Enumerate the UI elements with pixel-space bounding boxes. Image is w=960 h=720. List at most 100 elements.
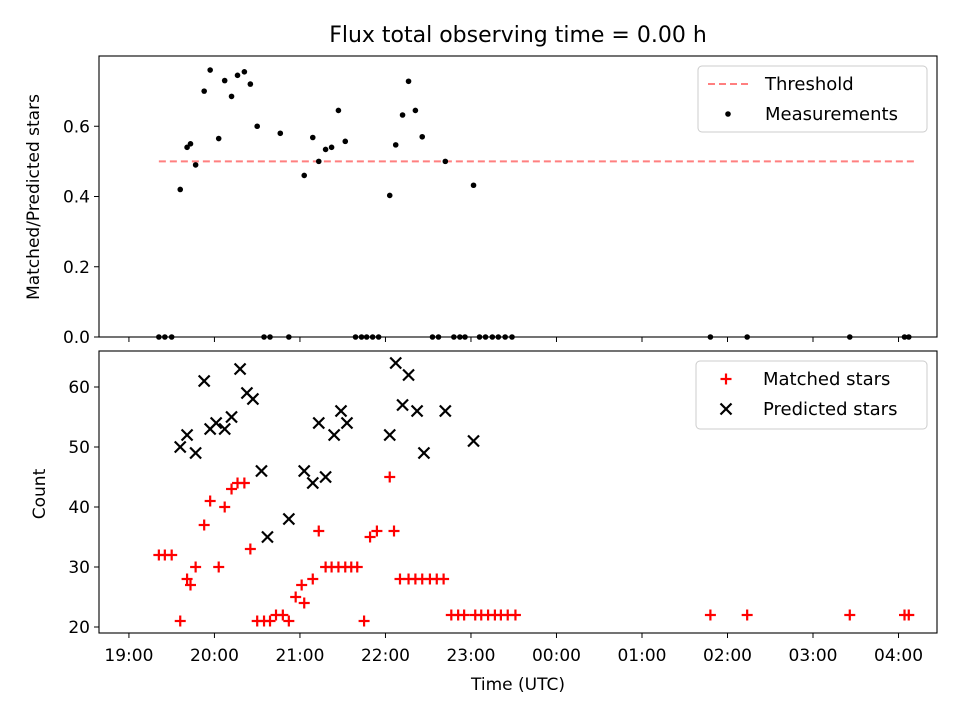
predicted-star-marker	[410, 404, 424, 418]
predicted-star-marker-b	[389, 356, 402, 370]
predicted-star-marker-b	[297, 464, 311, 478]
top-y-ticks: 0.0 0.2 0.4 0.6	[63, 117, 99, 348]
matched-star-marker	[290, 591, 302, 603]
matched-star-marker	[296, 579, 308, 591]
measurement-point	[322, 146, 329, 153]
bottom-panel: 20 30 40 50 60 19:00 20:00 21:00 22:00 23:00 00:0…	[30, 350, 938, 695]
predicted-star-marker	[312, 416, 326, 430]
bottom-x-tick-label: 23:00	[446, 646, 495, 666]
matched-points	[153, 471, 915, 627]
matched-star-marker	[844, 609, 856, 621]
matched-star-marker	[238, 477, 250, 489]
top-legend: Threshold Measurements	[697, 65, 928, 133]
matched-star-marker	[438, 573, 450, 585]
measurement-point	[328, 144, 335, 151]
matched-star-marker	[181, 573, 193, 585]
predicted-star-marker	[383, 428, 397, 442]
measurement-point	[399, 112, 406, 118]
predicted-star-marker	[218, 422, 231, 436]
measurement-point	[187, 141, 194, 147]
predicted-star-marker	[389, 356, 402, 370]
matched-star-marker	[213, 561, 225, 573]
predicted-star-marker-b	[180, 428, 194, 442]
predicted-star-marker-b	[255, 464, 268, 478]
matched-star-marker	[313, 525, 325, 537]
measurement-point	[201, 88, 207, 94]
chart-title: Flux total observing time = 0.00 h	[329, 23, 707, 48]
predicted-star-marker	[402, 368, 415, 382]
predicted-star-marker-b	[327, 428, 341, 442]
measurement-point	[335, 107, 342, 114]
matched-star-marker	[244, 543, 256, 555]
matched-legend-swatch	[720, 373, 732, 385]
matched-legend-label: Matched stars	[763, 369, 890, 390]
predicted-star-marker-b	[340, 416, 354, 430]
predicted-star-marker-b	[240, 386, 254, 400]
matched-star-marker	[198, 519, 210, 531]
matched-star-marker	[509, 609, 521, 621]
bottom-y-tick-label: 20	[68, 618, 90, 638]
matched-star-marker	[741, 609, 753, 621]
matched-star-marker	[903, 609, 915, 621]
predicted-star-marker-b	[225, 410, 238, 424]
predicted-star-marker	[396, 398, 409, 412]
predicted-legend-swatch	[719, 402, 733, 416]
measurements-legend-swatch	[725, 111, 731, 117]
top-y-tick-label: 0.0	[63, 328, 90, 348]
measurement-point	[392, 142, 399, 148]
predicted-star-marker-b	[173, 440, 187, 454]
matched-star-marker	[166, 549, 178, 561]
predicted-legend-marker-b	[719, 402, 733, 416]
matched-star-marker	[190, 561, 202, 573]
matched-star-marker	[307, 573, 319, 585]
predicted-star-marker-b	[383, 428, 397, 442]
predicted-star-marker-b	[189, 446, 202, 460]
predicted-star-marker	[334, 404, 348, 418]
predicted-legend-label: Predicted stars	[763, 399, 897, 420]
measurement-point	[184, 144, 190, 151]
predicted-star-marker	[233, 362, 247, 376]
measurement-point	[419, 133, 426, 140]
predicted-star-marker-b	[209, 416, 223, 430]
predicted-star-marker	[255, 464, 268, 478]
bottom-x-tick-label: 22:00	[361, 646, 410, 666]
measurement-point	[405, 78, 412, 85]
matched-star-marker	[364, 531, 376, 543]
matched-legend-marker	[720, 373, 732, 385]
bottom-x-tick-label: 02:00	[703, 646, 752, 666]
measurement-point	[315, 158, 322, 165]
measurement-point	[215, 135, 222, 142]
predicted-star-marker-b	[197, 374, 211, 388]
top-legend-box	[697, 65, 928, 133]
predicted-star-marker	[297, 464, 311, 478]
threshold-legend-label: Threshold	[764, 74, 854, 95]
bottom-plot-frame	[98, 350, 938, 634]
predicted-star-marker-b	[306, 476, 320, 490]
predicted-star-marker-b	[218, 422, 231, 436]
bottom-x-tick-label: 01:00	[617, 646, 666, 666]
predicted-star-marker	[180, 428, 194, 442]
matched-star-marker	[371, 525, 383, 537]
top-plot-frame	[98, 55, 938, 338]
bottom-y-tick-label: 30	[68, 558, 90, 578]
bottom-legend: Matched stars Predicted stars	[695, 360, 928, 430]
matched-star-marker	[277, 609, 289, 621]
bottom-y-tick-label: 40	[68, 498, 90, 518]
predicted-star-marker-b	[246, 392, 260, 406]
top-y-tick-label: 0.6	[63, 117, 90, 137]
measurements-legend-label: Measurements	[765, 104, 898, 125]
predicted-star-marker	[261, 530, 274, 544]
predicted-star-marker	[246, 392, 260, 406]
matched-star-marker	[226, 483, 238, 495]
predicted-star-marker-b	[417, 446, 431, 460]
bottom-x-tick-label: 00:00	[532, 646, 581, 666]
predicted-star-marker-b	[410, 404, 424, 418]
bottom-y-tick-label: 60	[68, 378, 90, 398]
bottom-y-axis-label: Count	[30, 468, 50, 519]
bottom-x-axis-label: Time (UTC)	[470, 675, 565, 695]
matched-star-marker	[351, 561, 363, 573]
matched-star-marker	[264, 615, 276, 627]
predicted-star-marker-b	[261, 530, 274, 544]
predicted-star-marker-b	[312, 416, 326, 430]
measurement-point	[301, 172, 308, 179]
